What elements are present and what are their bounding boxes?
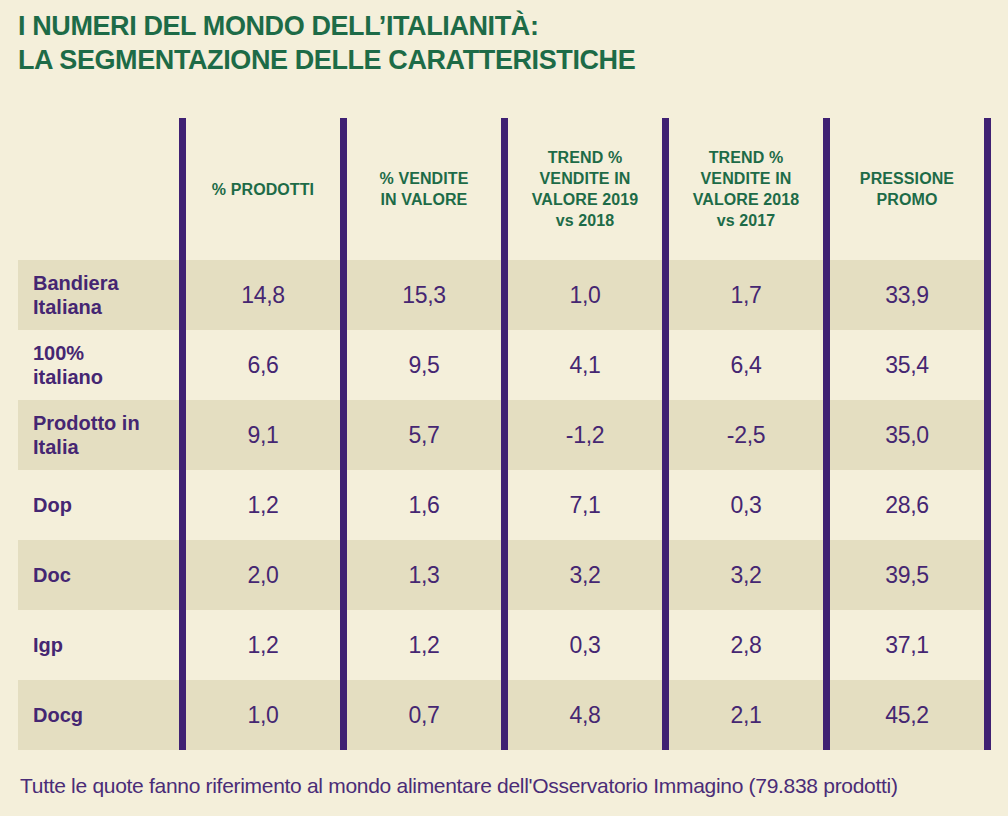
column-header-pressione-promo: PRESSIONE PROMO bbox=[823, 118, 991, 260]
segmentation-table: % PRODOTTI % VENDITE IN VALORE TREND % V… bbox=[18, 118, 991, 750]
table-row-doc: Doc 2,0 1,3 3,2 3,2 39,5 bbox=[18, 540, 991, 610]
cell-value: 33,9 bbox=[823, 260, 991, 330]
cell-value: 0,7 bbox=[340, 680, 501, 750]
row-label: Docg bbox=[18, 680, 179, 750]
cell-value: 1,2 bbox=[179, 610, 340, 680]
cell-value: 1,2 bbox=[340, 610, 501, 680]
table-row-dop: Dop 1,2 1,6 7,1 0,3 28,6 bbox=[18, 470, 991, 540]
cell-value: 14,8 bbox=[179, 260, 340, 330]
cell-value: 7,1 bbox=[501, 470, 662, 540]
cell-value: -2,5 bbox=[662, 400, 823, 470]
cell-value: 28,6 bbox=[823, 470, 991, 540]
cell-value: 3,2 bbox=[501, 540, 662, 610]
header-corner-cell bbox=[18, 118, 179, 260]
header-row: % PRODOTTI % VENDITE IN VALORE TREND % V… bbox=[18, 118, 991, 260]
cell-value: 35,4 bbox=[823, 330, 991, 400]
cell-value: 9,1 bbox=[179, 400, 340, 470]
cell-value: 39,5 bbox=[823, 540, 991, 610]
column-header-trend-2019-2018: TREND % VENDITE IN VALORE 2019 vs 2018 bbox=[501, 118, 662, 260]
column-header-trend-2018-2017: TREND % VENDITE IN VALORE 2018 vs 2017 bbox=[662, 118, 823, 260]
cell-value: 4,8 bbox=[501, 680, 662, 750]
row-label: 100% italiano bbox=[18, 330, 179, 400]
cell-value: 2,1 bbox=[662, 680, 823, 750]
row-label: Igp bbox=[18, 610, 179, 680]
row-label: Dop bbox=[18, 470, 179, 540]
table-row-100-italiano: 100% italiano 6,6 9,5 4,1 6,4 35,4 bbox=[18, 330, 991, 400]
cell-value: 0,3 bbox=[501, 610, 662, 680]
cell-value: 9,5 bbox=[340, 330, 501, 400]
table-row-prodotto-in-italia: Prodotto in Italia 9,1 5,7 -1,2 -2,5 35,… bbox=[18, 400, 991, 470]
column-header-prodotti: % PRODOTTI bbox=[179, 118, 340, 260]
cell-value: 1,0 bbox=[501, 260, 662, 330]
cell-value: 45,2 bbox=[823, 680, 991, 750]
cell-value: 1,6 bbox=[340, 470, 501, 540]
page-title: I NUMERI DEL MONDO DELL’ITALIANITÀ: LA S… bbox=[18, 9, 635, 77]
cell-value: 1,0 bbox=[179, 680, 340, 750]
cell-value: 0,3 bbox=[662, 470, 823, 540]
row-label: Prodotto in Italia bbox=[18, 400, 179, 470]
cell-value: 2,8 bbox=[662, 610, 823, 680]
cell-value: 6,4 bbox=[662, 330, 823, 400]
footnote: Tutte le quote fanno riferimento al mond… bbox=[20, 774, 898, 798]
cell-value: 35,0 bbox=[823, 400, 991, 470]
table-row-bandiera-italiana: Bandiera Italiana 14,8 15,3 1,0 1,7 33,9 bbox=[18, 260, 991, 330]
cell-value: 1,2 bbox=[179, 470, 340, 540]
column-header-vendite-valore: % VENDITE IN VALORE bbox=[340, 118, 501, 260]
row-label: Bandiera Italiana bbox=[18, 260, 179, 330]
cell-value: 1,7 bbox=[662, 260, 823, 330]
cell-value: 15,3 bbox=[340, 260, 501, 330]
table-row-igp: Igp 1,2 1,2 0,3 2,8 37,1 bbox=[18, 610, 991, 680]
cell-value: 1,3 bbox=[340, 540, 501, 610]
cell-value: 6,6 bbox=[179, 330, 340, 400]
cell-value: 2,0 bbox=[179, 540, 340, 610]
row-label: Doc bbox=[18, 540, 179, 610]
cell-value: 5,7 bbox=[340, 400, 501, 470]
cell-value: 4,1 bbox=[501, 330, 662, 400]
cell-value: 3,2 bbox=[662, 540, 823, 610]
cell-value: 37,1 bbox=[823, 610, 991, 680]
table-row-docg: Docg 1,0 0,7 4,8 2,1 45,2 bbox=[18, 680, 991, 750]
cell-value: -1,2 bbox=[501, 400, 662, 470]
